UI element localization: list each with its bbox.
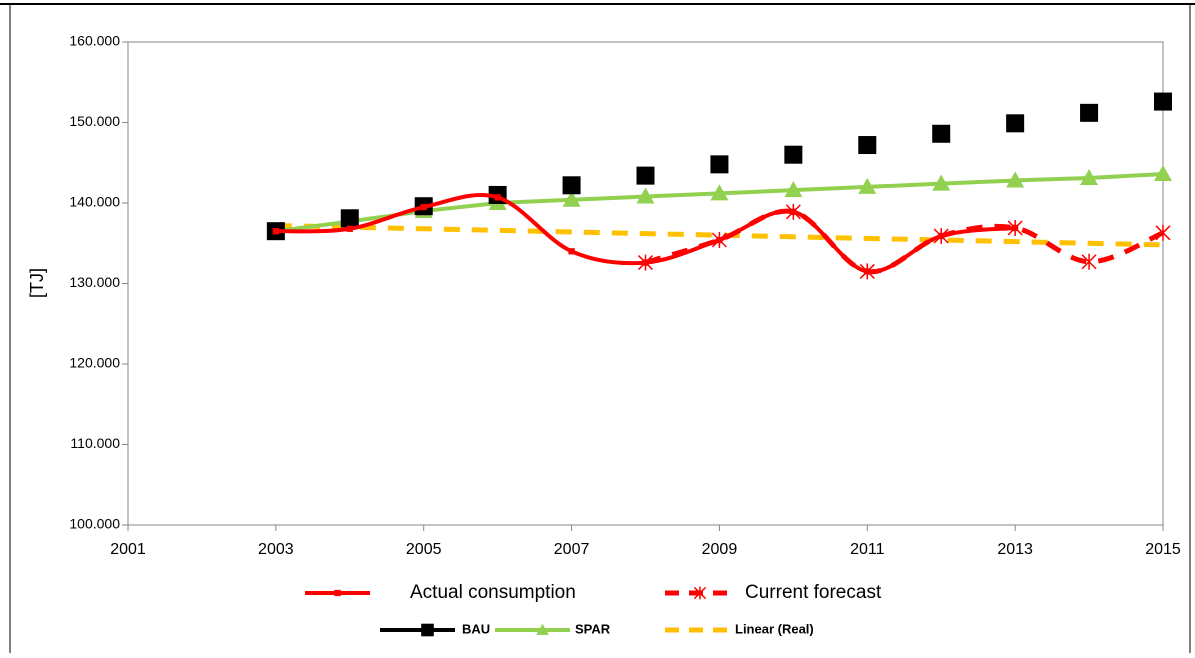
marker bbox=[1154, 165, 1172, 182]
marker bbox=[562, 190, 581, 207]
y-tick-label: 130.000 bbox=[69, 274, 120, 290]
marker bbox=[693, 586, 707, 600]
y-tick-label: 150.000 bbox=[69, 113, 120, 129]
marker bbox=[334, 589, 341, 597]
marker bbox=[346, 225, 353, 232]
marker bbox=[562, 176, 581, 195]
marker bbox=[710, 155, 729, 174]
marker bbox=[536, 623, 549, 635]
y-tick-label: 140.000 bbox=[69, 194, 120, 210]
legend-item: SPAR bbox=[495, 621, 611, 636]
marker bbox=[711, 232, 727, 249]
marker bbox=[1006, 171, 1025, 188]
legend-label: BAU bbox=[462, 621, 490, 636]
marker bbox=[859, 263, 875, 280]
marker bbox=[1006, 114, 1025, 133]
y-axis-title: [TJ] bbox=[27, 268, 47, 298]
x-tick-label: 2011 bbox=[850, 541, 885, 558]
marker bbox=[1081, 253, 1097, 270]
marker bbox=[494, 194, 501, 201]
x-tick-label: 2007 bbox=[554, 541, 590, 558]
marker bbox=[710, 184, 729, 201]
legend-item: Linear (Real) bbox=[665, 621, 814, 636]
marker bbox=[272, 228, 280, 235]
legend-item: Current forecast bbox=[665, 582, 882, 603]
marker bbox=[784, 181, 803, 198]
x-tick-label: 2015 bbox=[1145, 541, 1181, 558]
legend-label: Actual consumption bbox=[410, 582, 576, 603]
marker bbox=[636, 187, 655, 204]
marker bbox=[637, 254, 654, 271]
legend-label: Current forecast bbox=[745, 582, 882, 603]
x-tick-label: 2013 bbox=[997, 541, 1033, 558]
legend-label: SPAR bbox=[575, 621, 611, 636]
marker bbox=[784, 145, 803, 164]
series-line bbox=[275, 223, 1164, 248]
marker bbox=[932, 174, 951, 191]
marker bbox=[1154, 92, 1172, 111]
y-tick-label: 120.000 bbox=[69, 355, 120, 371]
marker bbox=[933, 228, 949, 245]
marker bbox=[785, 203, 801, 220]
y-tick-label: 110.000 bbox=[70, 435, 120, 451]
marker bbox=[340, 209, 359, 228]
marker bbox=[932, 124, 951, 143]
y-tick-label: 100.000 bbox=[69, 516, 120, 532]
marker bbox=[858, 136, 877, 155]
legend-label: Linear (Real) bbox=[735, 621, 814, 636]
marker bbox=[858, 177, 877, 194]
legend-item: BAU bbox=[380, 621, 490, 636]
x-tick-label: 2005 bbox=[406, 541, 442, 558]
marker bbox=[421, 623, 434, 637]
y-tick-label: 160.000 bbox=[69, 33, 120, 49]
marker bbox=[420, 203, 427, 211]
x-tick-label: 2003 bbox=[258, 541, 294, 558]
marker bbox=[1080, 103, 1099, 122]
marker bbox=[1007, 219, 1023, 236]
marker bbox=[1155, 224, 1171, 241]
x-tick-label: 2009 bbox=[702, 541, 738, 558]
legend-item: Actual consumption bbox=[305, 582, 576, 603]
marker bbox=[636, 166, 655, 185]
marker bbox=[1080, 169, 1099, 186]
x-tick-label: 2001 bbox=[110, 541, 146, 558]
marker bbox=[568, 248, 575, 255]
series-line bbox=[644, 208, 1165, 275]
